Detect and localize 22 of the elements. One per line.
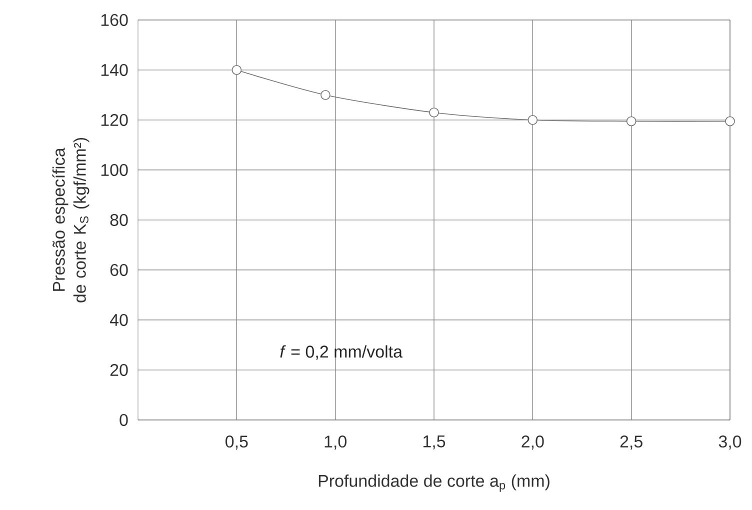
y-tick-label: 120 xyxy=(101,114,128,126)
x-tick-label: 1,0 xyxy=(324,436,346,450)
y-tick-label: 80 xyxy=(110,214,128,226)
x-axis-title: Profundidade de corte a$_{p}$ (mm) xyxy=(318,474,550,492)
point xyxy=(528,115,538,125)
point xyxy=(320,90,330,100)
y-tick-label: 140 xyxy=(101,64,128,76)
y-tick-label: 160 xyxy=(101,14,128,26)
y-tick-label: 40 xyxy=(110,314,128,326)
point xyxy=(232,65,242,75)
x-tick-label: 2,5 xyxy=(620,436,642,450)
x-tick-label: 0,5 xyxy=(226,436,248,450)
point xyxy=(429,108,439,118)
y-tick-label: 20 xyxy=(110,364,128,376)
x-tick-label: 1,5 xyxy=(423,436,446,450)
y-tick-label: 60 xyxy=(110,264,128,276)
point xyxy=(725,116,735,126)
y-tick-label: 0 xyxy=(120,414,128,426)
y-tick-label: 100 xyxy=(101,164,128,176)
x-tick-label: 3,0 xyxy=(718,436,742,450)
x-tick-label: 2,0 xyxy=(522,436,544,450)
point xyxy=(626,116,636,126)
